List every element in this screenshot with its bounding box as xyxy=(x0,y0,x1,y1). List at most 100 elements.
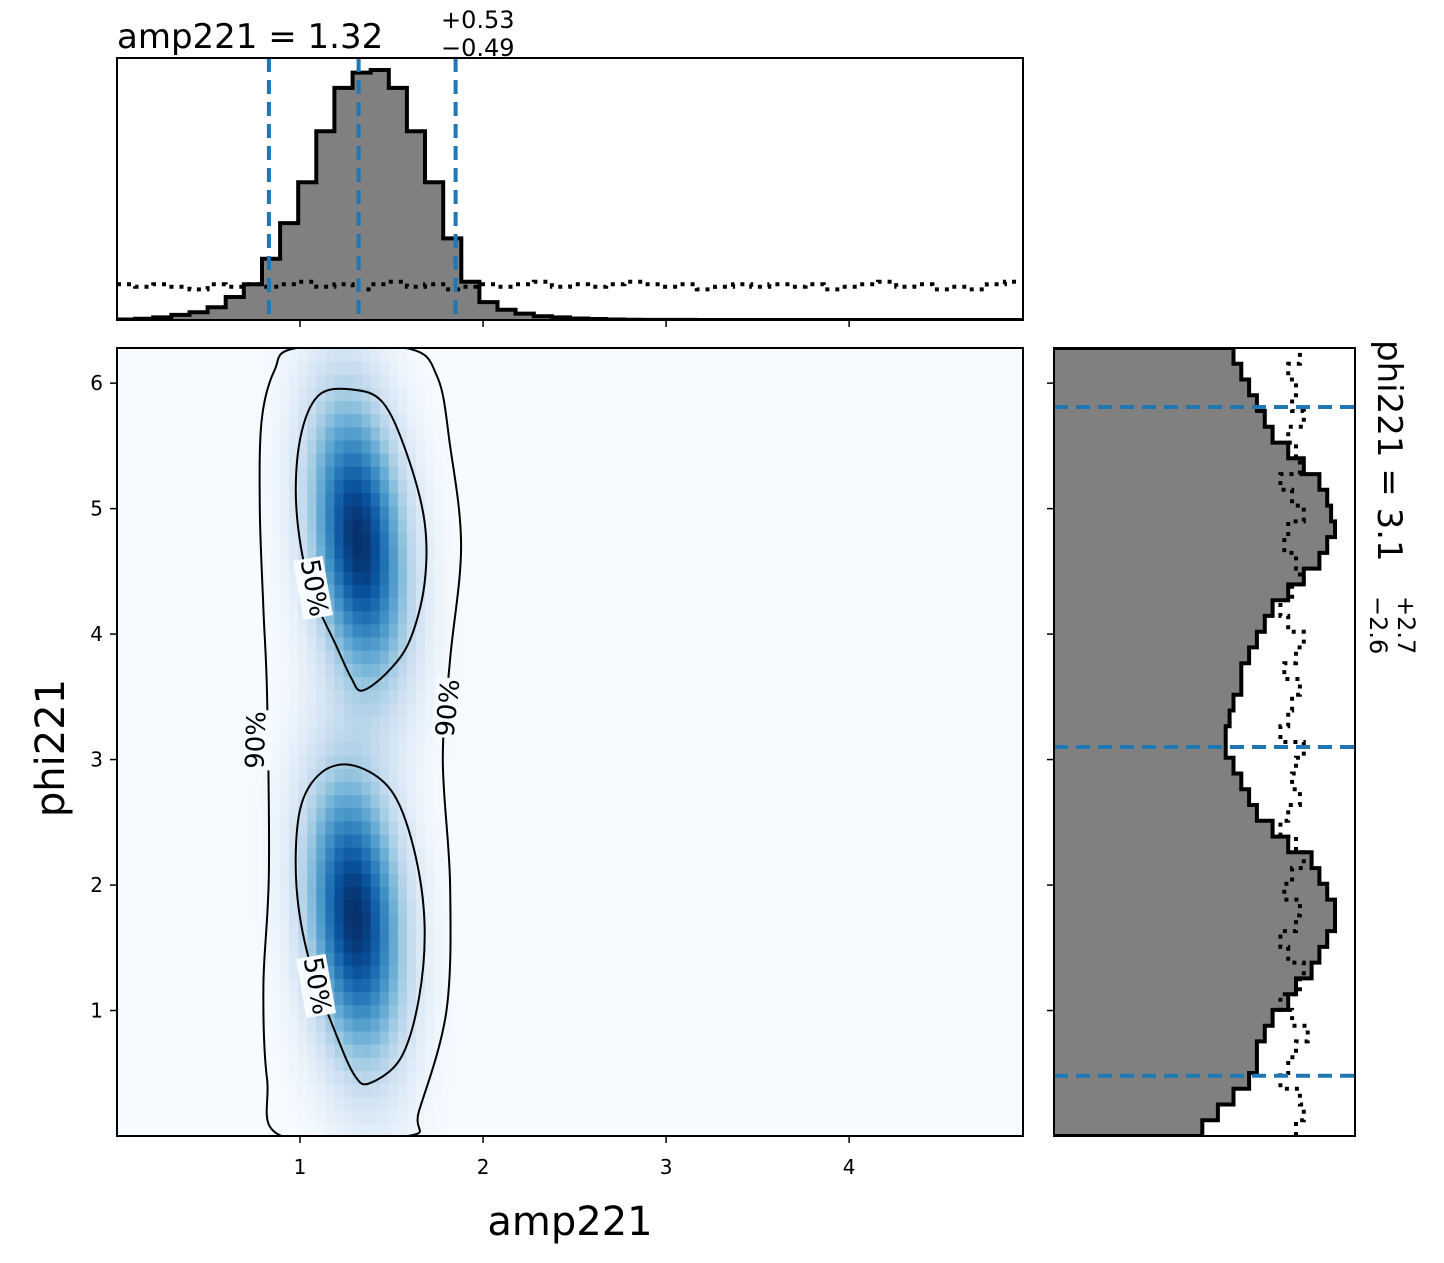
heatmap-cell xyxy=(434,781,444,796)
heatmap-cell xyxy=(370,781,381,796)
heatmap-cell xyxy=(443,571,453,585)
heatmap-cell xyxy=(434,978,444,993)
heatmap-cell xyxy=(307,702,317,717)
heatmap-cell xyxy=(434,1030,444,1045)
heatmap-cell xyxy=(406,715,417,730)
heatmap-cell xyxy=(397,1122,408,1136)
marginal-phi221-panel: phi221 = 3.1 +2.7 −2.6 xyxy=(1047,340,1420,1137)
heatmap-cell xyxy=(252,781,263,796)
heatmap-cell xyxy=(379,571,390,585)
heatmap-cell xyxy=(298,1109,308,1124)
heatmap-cell xyxy=(298,531,308,546)
heatmap-cell xyxy=(334,387,345,402)
heatmap-cell xyxy=(443,545,453,559)
heatmap-cell xyxy=(434,899,444,914)
heatmap-cell xyxy=(397,715,408,730)
heatmap-cell xyxy=(325,689,336,704)
heatmap-cell xyxy=(361,558,372,572)
heatmap-cell xyxy=(289,702,299,717)
heatmap-cell xyxy=(406,768,417,782)
heatmap-cell xyxy=(325,728,336,743)
phi221-plus-error: +2.7 xyxy=(1392,596,1420,654)
heatmap-cell xyxy=(343,663,354,677)
heatmap-cell xyxy=(325,387,336,402)
heatmap-cell xyxy=(289,413,299,428)
heatmap-cell xyxy=(289,781,299,796)
heatmap-cell xyxy=(271,650,281,664)
heatmap-cell xyxy=(406,348,417,362)
heatmap-cell xyxy=(316,518,326,533)
heatmap-cell xyxy=(370,860,381,874)
y-tick-label: 4 xyxy=(90,622,103,646)
heatmap-cell xyxy=(388,387,399,402)
heatmap-cell xyxy=(406,899,417,914)
heatmap-cell xyxy=(397,610,408,625)
heatmap-cell xyxy=(352,439,363,454)
heatmap-cell xyxy=(289,361,299,375)
heatmap-cell xyxy=(397,952,408,966)
heatmap-cell xyxy=(379,768,390,782)
heatmap-cell xyxy=(316,545,326,559)
heatmap-cell xyxy=(415,1030,426,1045)
heatmap-cell xyxy=(271,479,281,494)
heatmap-cell xyxy=(425,702,435,717)
heatmap-cell xyxy=(334,676,345,691)
heatmap-cell xyxy=(388,1122,399,1136)
heatmap-cell xyxy=(361,1017,372,1032)
heatmap-cell xyxy=(280,584,290,599)
heatmap-cell xyxy=(261,873,272,888)
heatmap-cell xyxy=(252,860,263,874)
heatmap-cell xyxy=(271,374,281,388)
heatmap-cell xyxy=(352,702,363,717)
heatmap-cell xyxy=(316,689,326,704)
heatmap-cell xyxy=(307,820,317,835)
heatmap-cell xyxy=(397,1083,408,1098)
heatmap-cell xyxy=(298,1070,308,1085)
heatmap-cell xyxy=(361,623,372,638)
heatmap-cell xyxy=(343,1004,354,1019)
heatmap-cell xyxy=(361,676,372,691)
heatmap-cell xyxy=(316,1070,326,1085)
heatmap-cell xyxy=(425,755,435,769)
heatmap-cell xyxy=(343,965,354,979)
heatmap-cell xyxy=(443,531,453,546)
heatmap-cell xyxy=(252,912,263,927)
heatmap-cell xyxy=(352,597,363,612)
heatmap-cell xyxy=(406,873,417,888)
heatmap-cell xyxy=(370,505,381,520)
heatmap-cell xyxy=(425,886,435,901)
heatmap-cell xyxy=(352,925,363,940)
heatmap-cell xyxy=(325,755,336,769)
heatmap-cell xyxy=(434,1122,444,1136)
heatmap-cell xyxy=(425,847,435,861)
heatmap-cell xyxy=(334,650,345,664)
heatmap-cell xyxy=(406,545,417,559)
heatmap-cell xyxy=(397,571,408,585)
heatmap-cell xyxy=(325,768,336,782)
heatmap-cell xyxy=(289,439,299,454)
heatmap-cell xyxy=(406,781,417,796)
heatmap-cell xyxy=(388,768,399,782)
heatmap-cell xyxy=(397,597,408,612)
heatmap-cell xyxy=(397,361,408,375)
heatmap-cell xyxy=(352,755,363,769)
heatmap-cell xyxy=(261,492,272,507)
heatmap-cell xyxy=(298,518,308,533)
heatmap-cell xyxy=(406,610,417,625)
heatmap-cell xyxy=(425,1017,435,1032)
heatmap-cell xyxy=(280,610,290,625)
heatmap-cell xyxy=(325,833,336,848)
heatmap-cell xyxy=(406,847,417,861)
heatmap-cell xyxy=(298,492,308,507)
heatmap-cell xyxy=(352,847,363,861)
heatmap-cell xyxy=(307,1017,317,1032)
heatmap-cell xyxy=(307,715,317,730)
heatmap-cell xyxy=(352,768,363,782)
heatmap-cell xyxy=(271,912,281,927)
heatmap-cell xyxy=(325,807,336,822)
heatmap-cell xyxy=(352,571,363,585)
heatmap-cell xyxy=(280,689,290,704)
heatmap-cell xyxy=(388,597,399,612)
heatmap-cell xyxy=(370,912,381,927)
heatmap-cell xyxy=(361,426,372,441)
